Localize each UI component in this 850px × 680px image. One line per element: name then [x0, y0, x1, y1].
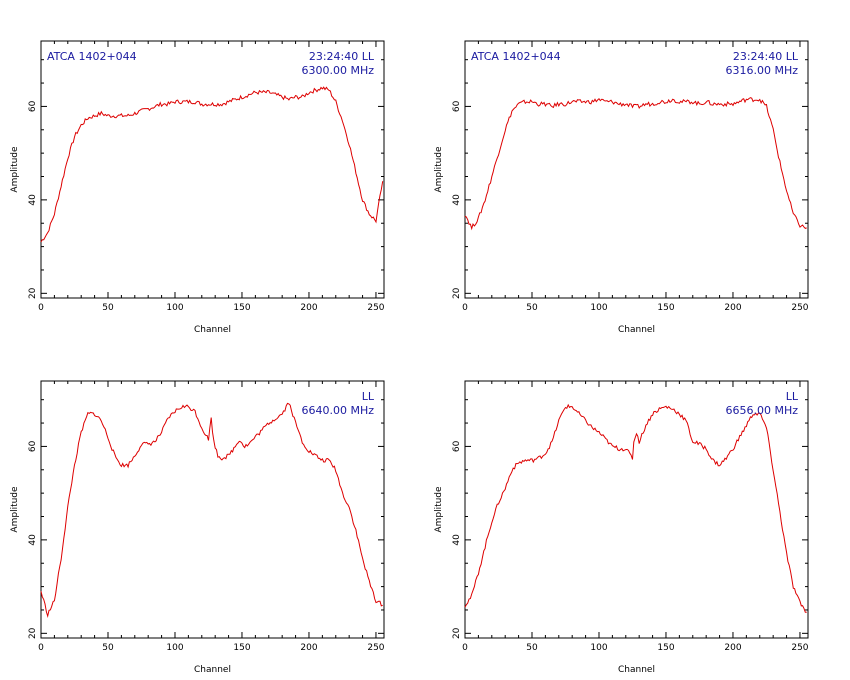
y-tick-label: 20: [452, 287, 462, 299]
spectrum-line: [464, 97, 807, 231]
chart-panel-3: 0 50 100 150 200 250 20 40 60 Channel Amplitude LL6…: [10, 380, 385, 675]
x-tick-label: 150: [233, 303, 250, 313]
y-tick-label: 60: [452, 100, 462, 112]
x-tick-label: 50: [526, 643, 538, 653]
x-tick-label: 150: [233, 643, 250, 653]
x-tick-label: 200: [300, 303, 317, 313]
source-label: ATCA 1402+044: [47, 50, 137, 63]
x-axis-label: Channel: [618, 665, 655, 675]
y-tick-label: 20: [28, 287, 38, 299]
x-tick-label: 250: [367, 303, 384, 313]
plot-frame: [40, 380, 385, 639]
y-tick-label: 60: [28, 100, 38, 112]
chart-panel-4: 0 50 100 150 200 250 20 40 60 Channel Amplitude LL6…: [434, 380, 809, 675]
y-axis-label: Amplitude: [434, 486, 444, 533]
x-tick-label: 0: [38, 303, 44, 313]
time-pol-label: LL: [786, 390, 799, 403]
y-tick-label: 40: [452, 534, 462, 546]
x-tick-label: 200: [724, 643, 741, 653]
y-tick-label: 60: [28, 440, 38, 452]
chart-panel-2: 0 50 100 150 200 250 20 40 60 Channel Amplitude ATC…: [434, 40, 809, 335]
x-axis-label: Channel: [618, 325, 655, 335]
x-tick-label: 100: [166, 303, 183, 313]
x-tick-label: 0: [462, 643, 468, 653]
y-tick-label: 40: [28, 534, 38, 546]
x-tick-label: 250: [791, 303, 808, 313]
x-axis-label: Channel: [194, 325, 231, 335]
x-tick-label: 0: [38, 643, 44, 653]
y-axis-label: Amplitude: [10, 146, 20, 193]
spectrum-line: [40, 86, 384, 243]
x-tick-label: 0: [462, 303, 468, 313]
plot-frame: [464, 380, 809, 639]
x-tick-label: 150: [657, 643, 674, 653]
spectrum-line: [464, 403, 807, 613]
x-tick-label: 100: [590, 303, 607, 313]
x-axis-label: Channel: [194, 665, 231, 675]
x-tick-label: 50: [102, 643, 114, 653]
y-axis-label: Amplitude: [10, 486, 20, 533]
plot-frame: [464, 40, 809, 299]
x-tick-label: 100: [166, 643, 183, 653]
x-tick-label: 200: [724, 303, 741, 313]
frequency-label: 6300.00 MHz: [301, 64, 374, 77]
frequency-label: 6316.00 MHz: [725, 64, 798, 77]
plot-frame: [40, 40, 385, 299]
x-tick-label: 200: [300, 643, 317, 653]
x-tick-label: 250: [791, 643, 808, 653]
x-tick-label: 100: [590, 643, 607, 653]
time-pol-label: 23:24:40 LL: [309, 50, 375, 63]
x-tick-label: 250: [367, 643, 384, 653]
spectrum-line: [40, 402, 383, 619]
y-axis-label: Amplitude: [434, 146, 444, 193]
x-tick-label: 50: [526, 303, 538, 313]
frequency-label: 6640.00 MHz: [301, 404, 374, 417]
chart-panel-1: 0 50 100 150 200 250 20 40 60 Channel Amplitude ATC…: [10, 40, 385, 335]
y-tick-label: 40: [452, 194, 462, 206]
x-tick-label: 50: [102, 303, 114, 313]
frequency-label: 6656.00 MHz: [725, 404, 798, 417]
y-tick-label: 40: [28, 194, 38, 206]
time-pol-label: 23:24:40 LL: [733, 50, 799, 63]
time-pol-label: LL: [362, 390, 375, 403]
x-tick-label: 150: [657, 303, 674, 313]
y-tick-label: 20: [28, 627, 38, 639]
y-tick-label: 60: [452, 440, 462, 452]
y-tick-label: 20: [452, 627, 462, 639]
source-label: ATCA 1402+044: [471, 50, 561, 63]
